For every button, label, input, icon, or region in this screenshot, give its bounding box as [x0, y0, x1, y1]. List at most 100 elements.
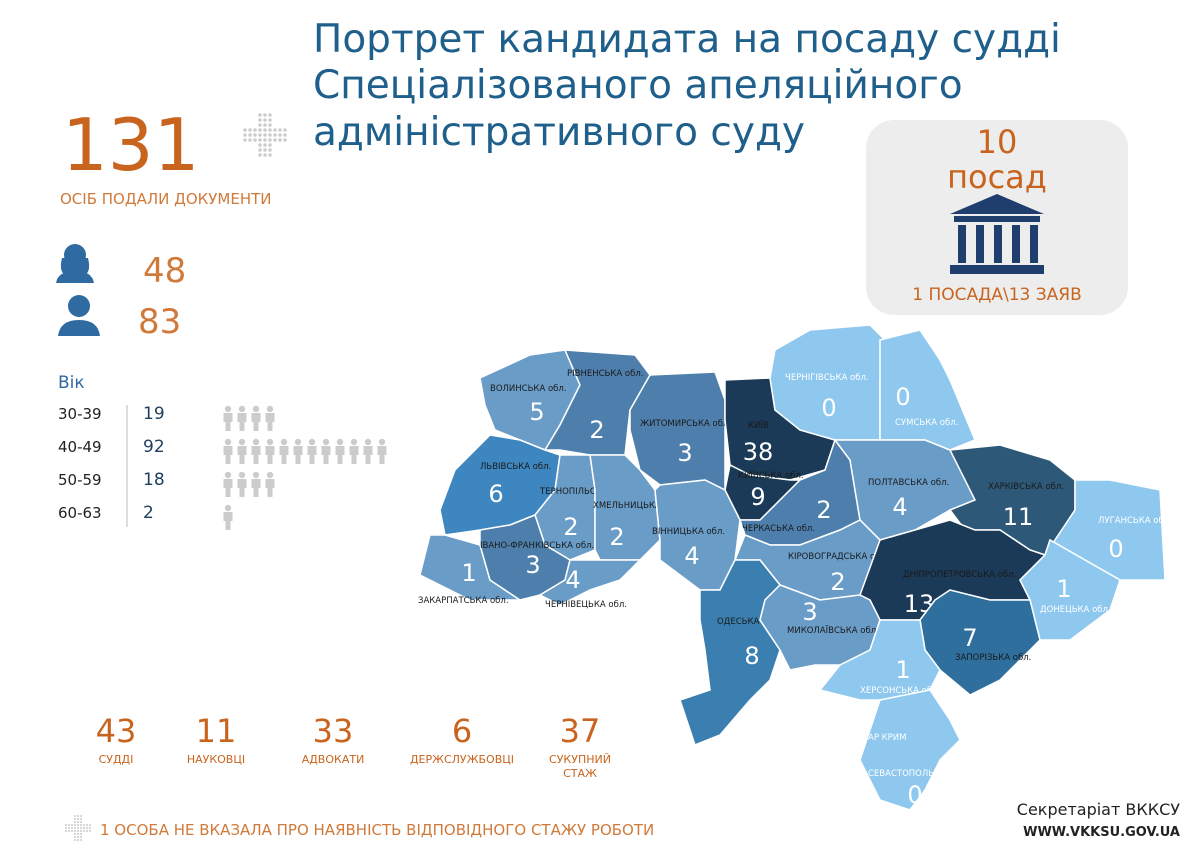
person-icon — [265, 405, 275, 431]
dot — [283, 133, 287, 137]
dot — [79, 829, 83, 833]
region-name: ЛЬВІВСЬКА обл. — [480, 462, 551, 472]
dot — [76, 814, 80, 818]
region-value: 2 — [563, 513, 578, 541]
dot — [79, 826, 83, 830]
dot — [248, 133, 252, 137]
dot — [76, 838, 80, 842]
dot — [273, 133, 277, 137]
dot — [258, 148, 262, 152]
region-value: 8 — [744, 642, 759, 670]
dot — [82, 823, 86, 827]
region-value: 11 — [1003, 503, 1034, 531]
dot — [70, 829, 74, 833]
region-name: ХЕРСОНСЬКА обл. — [860, 686, 940, 696]
region-value: 0 — [821, 394, 836, 422]
region-name: ВІННИЦЬКА обл. — [652, 527, 725, 537]
age-range: 40-49 — [58, 438, 102, 456]
person-icon — [279, 438, 289, 464]
region-name: КИЇВСЬКА обл. — [738, 470, 804, 481]
dot — [268, 118, 272, 122]
age-count: 18 — [143, 470, 165, 490]
region-name: ІВАНО-ФРАНКІВСЬКА обл. — [480, 541, 594, 551]
dot — [79, 835, 83, 839]
female-icon — [56, 244, 94, 283]
dot — [248, 128, 252, 132]
region — [879, 329, 976, 451]
dot — [263, 123, 267, 127]
court-icon — [950, 194, 1044, 274]
region-value: 2 — [589, 416, 604, 444]
experience-value: 43 — [96, 712, 137, 750]
dot — [263, 118, 267, 122]
region-value: 2 — [609, 523, 624, 551]
person-icon — [223, 471, 233, 497]
region-value: 2 — [816, 496, 831, 524]
age-title: Вік — [58, 373, 85, 393]
dot — [258, 128, 262, 132]
person-icon — [223, 405, 233, 431]
dot — [88, 826, 92, 830]
dot — [64, 823, 68, 827]
region-name: ХМЕЛЬНИЦЬКА обл. — [593, 501, 682, 511]
person-icon — [265, 471, 275, 497]
dot — [73, 823, 77, 827]
experience-label: СУКУПНИЙ — [549, 753, 611, 766]
region-name: ЗАПОРІЗЬКА обл. — [955, 653, 1031, 663]
dot — [268, 113, 272, 117]
region-value: 3 — [525, 551, 540, 579]
region-name: ДОНЕЦЬКА обл. — [1040, 605, 1111, 615]
region-value: 2 — [830, 568, 845, 596]
region — [919, 589, 1041, 696]
region — [859, 689, 961, 811]
dot — [73, 817, 77, 821]
experience-label: ДЕРЖСЛУЖБОВЦІ — [410, 753, 514, 766]
dot — [263, 133, 267, 137]
experience-label: СУДДІ — [99, 753, 134, 766]
person-icon — [349, 438, 359, 464]
region-name: СЕВАСТОПОЛЬ — [868, 769, 934, 779]
dot — [253, 138, 257, 142]
dot — [268, 138, 272, 142]
dot — [79, 823, 83, 827]
title-line: Портрет кандидата на посаду судді — [313, 17, 1061, 62]
dot — [258, 138, 262, 142]
region-value: 7 — [962, 624, 977, 652]
age-count: 2 — [143, 503, 154, 523]
title-line: Спеціалізованого апеляційного — [313, 63, 963, 108]
region-name: ЧЕРНІВЕЦЬКА обл. — [545, 600, 627, 610]
dot — [82, 826, 86, 830]
dot — [76, 829, 80, 833]
male-count: 83 — [138, 302, 181, 342]
female-count: 48 — [143, 251, 186, 291]
region-name: ВОЛИНСЬКА обл. — [490, 384, 567, 394]
dot — [273, 128, 277, 132]
applicants-label: ОСІБ ПОДАЛИ ДОКУМЕНТИ — [60, 190, 272, 208]
region-value: 3 — [677, 439, 692, 467]
dot — [268, 143, 272, 147]
region-value: 3 — [802, 598, 817, 626]
experience-label: СТАЖ — [563, 767, 597, 780]
dot — [88, 829, 92, 833]
dot — [278, 133, 282, 137]
dot — [79, 820, 83, 824]
dot — [268, 128, 272, 132]
dot — [268, 148, 272, 152]
dot — [64, 829, 68, 833]
footer-org: Секретаріат ВККСУ — [1017, 800, 1180, 819]
experience-value: 33 — [313, 712, 354, 750]
note: 1 ОСОБА НЕ ВКАЗАЛА ПРО НАЯВНІСТЬ ВІДПОВІ… — [100, 821, 654, 839]
dot — [268, 123, 272, 127]
region — [538, 559, 642, 606]
region-name: КІРОВОГРАДСЬКА обл. — [788, 552, 889, 562]
dot — [67, 826, 71, 830]
region-name: ПОЛТАВСЬКА обл. — [868, 478, 949, 488]
region-name: ЖИТОМИРСЬКА обл. — [640, 419, 731, 429]
dot — [263, 128, 267, 132]
experience-label: НАУКОВЦІ — [187, 753, 245, 766]
dot — [82, 829, 86, 833]
dot — [268, 153, 272, 157]
region-name: ТЕРНОПІЛЬСЬКА обл. — [539, 487, 635, 497]
dot — [70, 823, 74, 827]
